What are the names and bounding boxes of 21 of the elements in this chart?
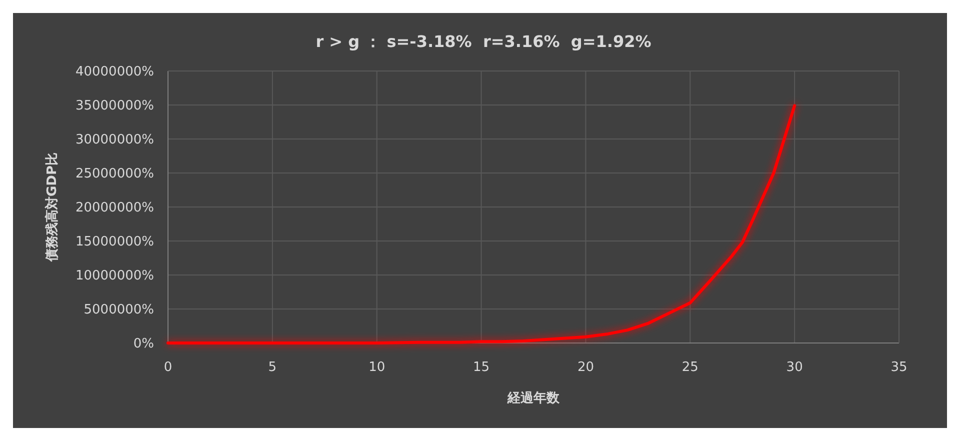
x-tick-label: 35 xyxy=(890,360,908,375)
y-tick-label: 15000000% xyxy=(75,234,154,250)
y-tick-label: 35000000% xyxy=(75,98,154,114)
x-tick-label: 0 xyxy=(164,360,172,375)
y-tick-label: 0% xyxy=(133,336,154,352)
y-tick-label: 40000000% xyxy=(75,64,154,80)
y-tick-label: 25000000% xyxy=(75,166,154,182)
y-tick-label: 10000000% xyxy=(75,268,154,284)
chart-title: r > g ： s=-3.18% r=3.16% g=1.92% xyxy=(316,32,652,51)
x-tick-label: 10 xyxy=(368,360,386,375)
x-tick-label: 20 xyxy=(577,360,594,375)
y-tick-label: 30000000% xyxy=(75,132,154,148)
x-tick-label: 25 xyxy=(682,360,698,375)
y-tick-label: 20000000% xyxy=(75,200,154,216)
x-tick-label: 30 xyxy=(786,360,803,375)
x-axis-title: 経過年数 xyxy=(506,391,560,406)
x-tick-label: 15 xyxy=(473,360,490,375)
x-tick-label: 5 xyxy=(268,360,277,375)
y-tick-label: 5000000% xyxy=(84,302,154,318)
y-axis-title: 債務残高対GDP比 xyxy=(44,152,60,262)
line-series xyxy=(166,104,796,344)
